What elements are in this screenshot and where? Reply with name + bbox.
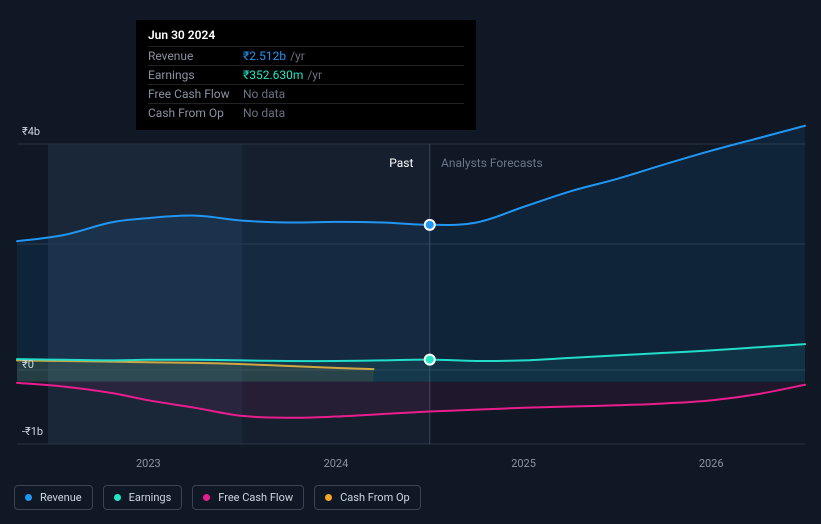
tooltip-row-label: Earnings <box>148 68 243 82</box>
y-axis-tick-label: ₹0 <box>22 358 34 371</box>
legend-label: Earnings <box>129 491 172 504</box>
y-axis-tick-label: ₹4b <box>22 125 40 138</box>
tooltip-row: Revenue₹2.512b/yr <box>148 46 464 65</box>
tooltip-rows: Revenue₹2.512b/yrEarnings₹352.630m/yrFre… <box>148 46 464 122</box>
legend-item[interactable]: Free Cash Flow <box>192 485 304 510</box>
tooltip-row-label: Revenue <box>148 49 243 63</box>
tooltip-row: Free Cash FlowNo data <box>148 84 464 103</box>
legend-label: Cash From Op <box>340 491 410 504</box>
legend-dot-icon <box>325 494 332 501</box>
tooltip-row-value: ₹352.630m <box>243 68 303 82</box>
tooltip-row: Earnings₹352.630m/yr <box>148 65 464 84</box>
legend-dot-icon <box>25 494 32 501</box>
tooltip-date: Jun 30 2024 <box>148 28 464 42</box>
tooltip-row-value: No data <box>243 87 285 101</box>
tooltip-row-label: Cash From Op <box>148 106 243 120</box>
tooltip-row-unit: /yr <box>290 49 305 63</box>
legend-item[interactable]: Revenue <box>14 485 93 510</box>
chart-legend: Revenue Earnings Free Cash Flow Cash From O… <box>14 485 421 510</box>
chart-tooltip: Jun 30 2024 Revenue₹2.512b/yrEarnings₹35… <box>136 20 476 130</box>
legend-dot-icon <box>203 494 210 501</box>
tooltip-row-unit: /yr <box>307 68 322 82</box>
x-axis-tick-label: 2025 <box>511 457 536 470</box>
legend-dot-icon <box>114 494 121 501</box>
legend-label: Free Cash Flow <box>218 491 293 504</box>
tooltip-row-value: No data <box>243 106 285 120</box>
legend-item[interactable]: Cash From Op <box>314 485 421 510</box>
legend-item[interactable]: Earnings <box>103 485 183 510</box>
x-axis-tick-label: 2024 <box>324 457 349 470</box>
tooltip-row: Cash From OpNo data <box>148 103 464 122</box>
y-axis-tick-label: -₹1b <box>22 425 43 438</box>
tooltip-row-value: ₹2.512b <box>243 49 286 63</box>
legend-label: Revenue <box>40 491 82 504</box>
x-axis-tick-label: 2023 <box>136 457 161 470</box>
financials-chart: Jun 30 2024 Revenue₹2.512b/yrEarnings₹35… <box>0 0 821 524</box>
x-axis-tick-label: 2026 <box>699 457 724 470</box>
forecast-label: Analysts Forecasts <box>441 156 543 170</box>
tooltip-row-label: Free Cash Flow <box>148 87 243 101</box>
past-label: Past <box>389 156 413 170</box>
